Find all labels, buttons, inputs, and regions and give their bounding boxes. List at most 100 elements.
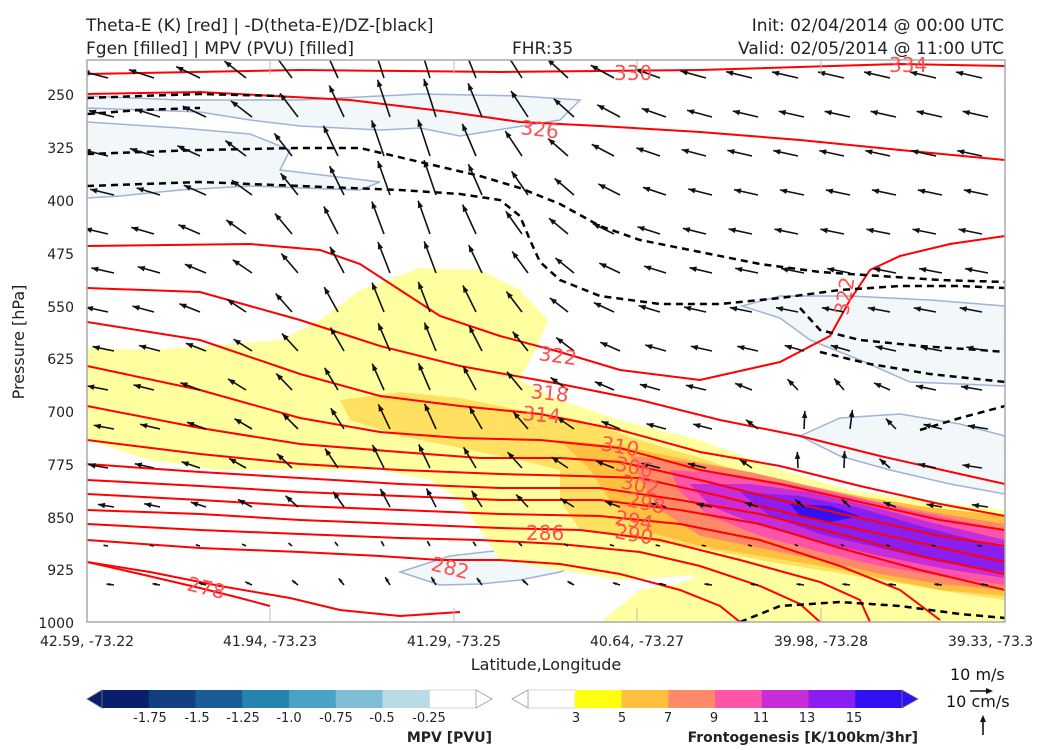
wind-vector-head [599, 263, 607, 269]
wind-vector-head [185, 343, 194, 349]
fgen-colorbar-cell [715, 690, 763, 708]
fgen-tick-6: 13 [799, 711, 816, 726]
fgen-colorbar-cell [621, 690, 669, 708]
wind-vector-head [910, 70, 918, 77]
wind-vectors [87, 51, 989, 587]
mpv-tick-1: -1.75 [133, 711, 167, 726]
wind-vector-head [136, 187, 145, 193]
wind-vector-head [775, 306, 784, 312]
wind-vector-head [931, 544, 934, 547]
wind-vector-head [103, 544, 106, 547]
mpv-tick-3: -1.25 [226, 711, 260, 726]
wind-vector-head [131, 226, 139, 233]
mpv-colorbar-title: MPV [PVU] [407, 730, 492, 746]
x-tick-2: 41.94, -73.23 [223, 634, 317, 650]
wind-vector-head [820, 227, 828, 234]
wind-vector-head [605, 501, 613, 507]
wind-vector-head [911, 149, 919, 155]
wind-vector-head [593, 302, 602, 309]
wind-vector-head [152, 582, 157, 586]
wind-vector-head [516, 494, 523, 502]
wind-vector-head [879, 458, 887, 466]
wind-vector-head [134, 462, 143, 468]
wind-vector-head [557, 417, 565, 424]
wind-vector-head [917, 462, 926, 469]
wind-vector-head [507, 452, 515, 460]
wind-vector-head [330, 327, 337, 335]
fgen-colorbar-cell [527, 689, 576, 709]
wind-vector-head [787, 379, 795, 387]
wind-vector-head [378, 323, 384, 331]
label-334: 334 [889, 53, 927, 77]
wind-vector-head [564, 543, 567, 546]
wind-vector-head [88, 463, 96, 469]
wind-vector-head [512, 251, 519, 259]
wind-vector-head [848, 409, 855, 418]
wind-vector-head [732, 109, 741, 116]
reference-vectors: 10 m/s 10 cm/s [946, 665, 1010, 735]
valid-time: Valid: 02/05/2014 @ 11:00 UTC [738, 39, 1004, 59]
mpv-colorbar-cell [148, 690, 196, 708]
wind-vector-head [330, 246, 336, 255]
wind-vector-head [184, 264, 193, 270]
wind-vector-head [469, 325, 475, 334]
x-axis-label: Latitude,Longitude [471, 655, 622, 674]
label-322: 322 [537, 341, 578, 370]
plot-frame [86, 59, 1006, 623]
wind-vector-head [646, 422, 654, 429]
wind-vector-head [772, 70, 780, 77]
wind-vector-head [796, 583, 801, 587]
wind-vector-head [555, 258, 563, 265]
label-326: 326 [519, 115, 560, 143]
wind-vector-head [551, 457, 559, 464]
wind-vector-head [735, 266, 743, 273]
x-tick-6: 39.33, -73.3 [948, 634, 1033, 650]
wind-vector-head [704, 582, 709, 586]
wind-vector-head [371, 201, 377, 210]
wind-vector-head [513, 411, 520, 420]
wind-vector-head [874, 382, 882, 389]
wind-vector-head [385, 577, 390, 583]
fgen-colorbar-max-arrow [901, 689, 919, 709]
wind-vector-head [778, 110, 787, 116]
wind-vector-head [682, 227, 691, 233]
wind-vector-head [97, 502, 106, 509]
fgen-tick-7: 15 [846, 711, 863, 726]
ref-vector-vertical-label: 10 cm/s [946, 692, 1010, 711]
wind-vector-head [547, 60, 555, 66]
wind-vector-head [186, 421, 195, 428]
y-axis: 250 325 400 475 550 625 700 775 850 925 … [9, 88, 74, 632]
y-tick-400: 400 [47, 194, 74, 210]
wind-vector-head [195, 544, 199, 547]
wind-vector-head [468, 164, 474, 172]
wind-vector-head [827, 267, 835, 273]
wind-vector [87, 71, 109, 79]
wind-vector-head [701, 544, 704, 547]
wind-vector-head [329, 166, 336, 174]
wind-vector-head [658, 582, 663, 586]
mpv-colorbar-cell [102, 690, 150, 708]
wind-vector-head [106, 582, 111, 587]
wind-vector-head [865, 149, 873, 155]
wind-vector-head [883, 502, 891, 508]
wind-vector-head [228, 458, 237, 465]
wind-vector-head [638, 304, 647, 311]
wind-vector-head [727, 149, 735, 155]
wind-vector-head [567, 581, 572, 585]
wind-vector-head [644, 265, 652, 271]
wind-vector-head [198, 582, 203, 586]
wind-vector-head [733, 188, 742, 194]
wind-vector-head [591, 144, 600, 151]
wind-vector-head [825, 188, 834, 195]
wind-vector-head [505, 51, 511, 58]
wind-vector-head [685, 384, 694, 390]
ref-vector-vertical-head [980, 715, 986, 722]
wind-vector-head [681, 148, 690, 155]
wind-vector-head [234, 418, 242, 425]
wind-vector-head [916, 110, 925, 116]
wind-vector-head [324, 367, 331, 376]
wind-vector-head [864, 70, 872, 77]
wind-vector-head [609, 544, 613, 547]
title-line-2: Fgen [filled] | MPV (PVU) [filled] [86, 39, 354, 59]
y-tick-475: 475 [47, 247, 74, 263]
